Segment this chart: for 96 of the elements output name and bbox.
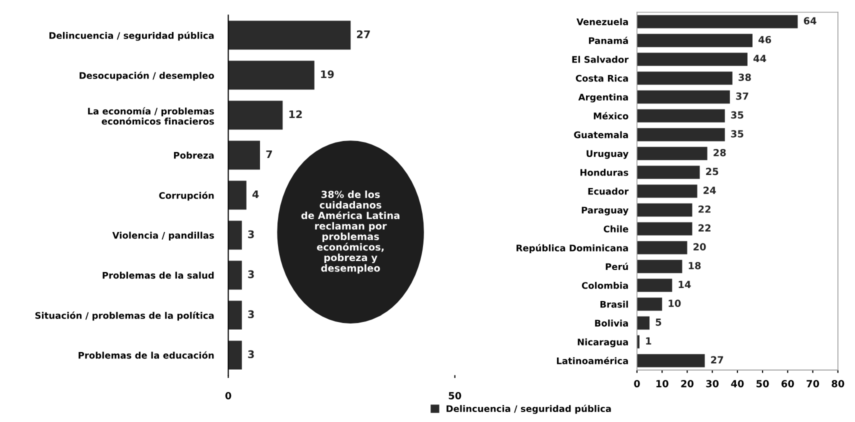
bar — [228, 140, 260, 170]
bar — [636, 278, 672, 292]
y-tick-label: Desocupación / desempleo — [80, 72, 214, 81]
data-label: 20 — [694, 243, 706, 250]
bar — [636, 128, 725, 142]
bar — [228, 220, 242, 250]
data-label: 5 — [656, 318, 662, 326]
bar — [228, 260, 242, 290]
y-tick-label: Perú — [606, 262, 628, 270]
data-label: 37 — [736, 92, 748, 100]
x-tick-label: 0 — [225, 392, 232, 400]
y-tick-label: Latinoamérica — [556, 356, 628, 364]
annotation: 38% de los cuidadanos de América Latina reclaman por problemas económicos, pobreza y desempleo — [301, 190, 400, 274]
y-tick-label: Panamá — [588, 36, 628, 44]
y-tick-label: Brasil — [600, 300, 628, 308]
y-tick-label: México — [594, 112, 628, 120]
data-label: 24 — [704, 186, 716, 194]
data-label: 27 — [711, 356, 724, 364]
bar — [228, 180, 246, 210]
bar — [636, 184, 698, 198]
data-label: 44 — [753, 54, 766, 62]
data-label: 25 — [706, 168, 718, 176]
data-label: 4 — [252, 190, 259, 198]
x-tick-label: 10 — [656, 380, 668, 388]
data-label: 35 — [731, 130, 744, 138]
y-tick-label: La economía / problemas económicos finacieros — [88, 107, 214, 125]
bar — [636, 34, 753, 48]
x-tick-label: 50 — [448, 392, 462, 400]
y-tick-label: Paraguay — [582, 206, 628, 216]
data-label: 22 — [698, 205, 710, 213]
data-label: 14 — [678, 280, 691, 288]
bar — [636, 90, 730, 104]
data-label: 7 — [266, 150, 272, 158]
y-tick-label: Situación / problemas de la política — [35, 312, 214, 321]
bar — [228, 60, 314, 90]
bar — [636, 241, 688, 254]
bar — [636, 260, 682, 274]
y-tick-label: Problemas de la educación — [78, 351, 214, 359]
x-tick-label: 80 — [832, 380, 844, 388]
bar — [636, 52, 748, 66]
data-label: 3 — [248, 310, 254, 318]
x-tick-label: 40 — [731, 380, 744, 388]
y-tick-label: Bolivia — [595, 320, 628, 327]
data-label: 1 — [646, 337, 652, 345]
data-label: 46 — [758, 36, 772, 44]
y-tick-label: Guatemala — [574, 131, 628, 138]
data-label: 3 — [248, 270, 254, 278]
bar — [228, 20, 351, 50]
y-tick-label: Corrupción — [159, 192, 214, 201]
y-tick-label: República Dominicana — [516, 244, 628, 254]
y-tick-label: Chile — [604, 225, 628, 232]
bar — [636, 316, 650, 330]
data-label: 64 — [804, 17, 816, 24]
bar — [636, 203, 692, 217]
data-label: 38 — [738, 74, 751, 81]
y-tick-label: Argentina — [578, 94, 628, 102]
bar — [636, 166, 700, 179]
bar — [228, 100, 283, 130]
data-label: 3 — [248, 350, 254, 358]
y-tick-label: Colombia — [582, 282, 628, 289]
data-label: 3 — [248, 230, 254, 238]
data-label: 27 — [357, 30, 370, 38]
data-label: 12 — [289, 110, 302, 118]
y-tick-label: Delincuencia / seguridad pública — [49, 32, 214, 41]
y-tick-label: Honduras — [580, 168, 628, 176]
y-tick-label: Ecuador — [588, 188, 629, 195]
x-tick-label: 20 — [681, 380, 694, 388]
y-tick-label: Uruguay — [586, 150, 628, 159]
bar — [228, 340, 242, 370]
bar — [636, 354, 705, 368]
data-label: 28 — [714, 148, 726, 156]
x-tick-label: 60 — [782, 380, 794, 388]
bar — [636, 109, 725, 122]
bar — [228, 300, 242, 330]
bar — [636, 222, 692, 236]
data-label: 22 — [698, 224, 710, 232]
data-label: 10 — [668, 300, 681, 307]
y-tick-label: Pobreza — [174, 152, 214, 159]
y-tick-label: Problemas de la salud — [102, 272, 214, 279]
x-tick-label: 0 — [634, 380, 640, 388]
y-tick-label: Nicaragua — [578, 338, 628, 348]
y-tick-label: Venezuela — [576, 18, 628, 26]
x-tick-label: 70 — [806, 380, 820, 388]
x-tick-label: 50 — [756, 380, 769, 388]
legend-label: Delincuencia / seguridad pública — [446, 404, 611, 414]
y-tick-label: El Salvador — [572, 56, 629, 63]
y-tick-label: Costa Rica — [576, 74, 628, 82]
bar — [636, 146, 708, 160]
data-label: 19 — [321, 70, 334, 78]
x-tick-label: 30 — [706, 380, 719, 388]
y-tick-label: Violencia / pandillas — [112, 232, 214, 240]
data-label: 35 — [731, 111, 744, 119]
bar — [636, 15, 798, 28]
data-label: 18 — [688, 262, 701, 270]
bar — [636, 298, 662, 311]
bar — [636, 72, 732, 85]
